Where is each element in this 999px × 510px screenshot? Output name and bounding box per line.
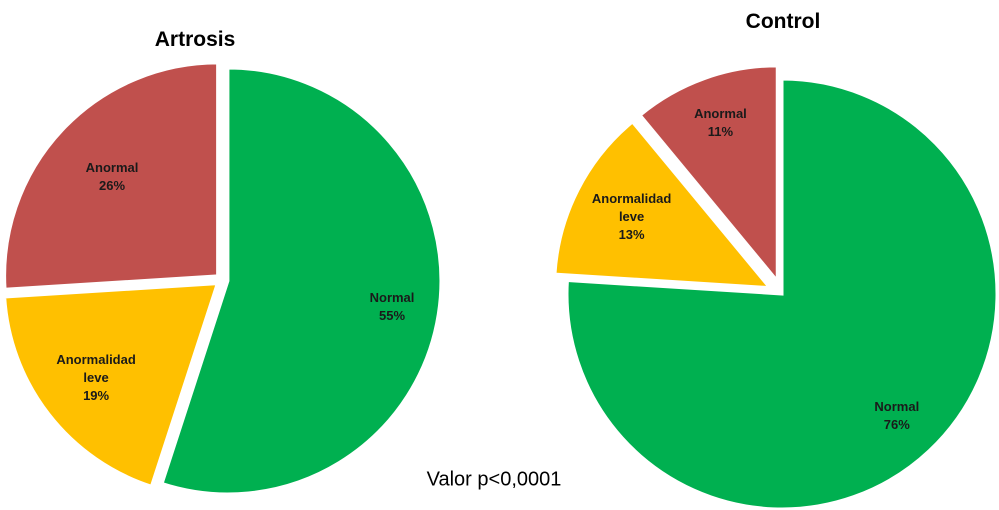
slice-category: Normal xyxy=(874,399,920,415)
slice-label: Anormal 11% xyxy=(670,105,770,141)
slice-category: Anormalidad leve xyxy=(56,351,136,385)
slice-category: Anormal xyxy=(694,106,747,122)
slice-label: Normal 76% xyxy=(847,398,947,434)
slice-category: Anormalidad leve xyxy=(591,191,672,225)
chart-title: Control xyxy=(745,10,821,33)
pie-slice xyxy=(160,66,443,496)
slice-category: Normal xyxy=(369,289,415,305)
slice-percent: 55% xyxy=(379,307,406,323)
pie-slice xyxy=(565,77,999,510)
p-value-note: Valor p<0,0001 xyxy=(426,468,562,491)
slice-category: Anormal xyxy=(85,159,139,175)
slice-percent: 19% xyxy=(83,387,110,403)
slice-percent: 11% xyxy=(707,124,734,140)
pie-slice xyxy=(3,61,220,291)
pie-slice xyxy=(3,282,220,489)
slice-percent: 13% xyxy=(618,227,645,243)
pie-slice xyxy=(553,119,773,290)
slice-label: Anormalidad leve 19% xyxy=(46,351,146,405)
slice-label: Normal 55% xyxy=(342,289,442,325)
slice-label: Anormal 26% xyxy=(62,159,162,195)
chart-title: Artrosis xyxy=(154,28,236,51)
slice-percent: 26% xyxy=(99,177,126,193)
pie-slice xyxy=(638,64,779,285)
slice-label: Anormalidad leve 13% xyxy=(582,190,682,244)
slice-percent: 76% xyxy=(883,417,910,433)
